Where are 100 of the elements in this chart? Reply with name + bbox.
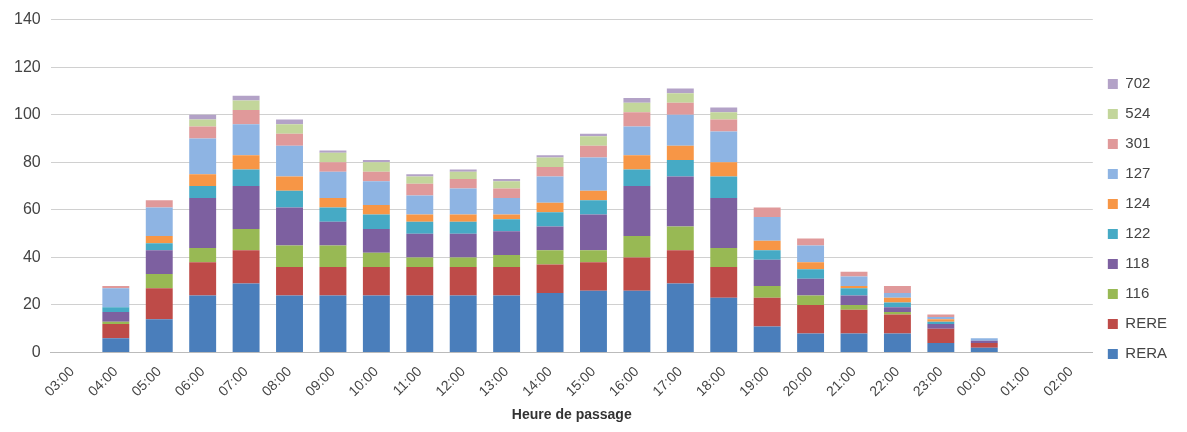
bar [927, 328, 955, 344]
bar [189, 126, 217, 139]
y-tick-label: 20 [22, 295, 41, 313]
bar [883, 297, 911, 303]
bar [319, 152, 347, 163]
bar [319, 295, 347, 353]
bar [493, 266, 521, 296]
bar [623, 236, 651, 258]
bar [666, 93, 694, 103]
bar [536, 176, 564, 203]
bar [319, 150, 347, 153]
bar [710, 131, 738, 163]
bar [927, 324, 955, 329]
bar [580, 214, 607, 251]
bar [406, 266, 434, 296]
legend-label: RERE [1125, 314, 1168, 332]
bar [753, 216, 781, 241]
bar [797, 278, 825, 296]
bar [449, 188, 477, 215]
bar [102, 324, 130, 339]
bar [623, 98, 651, 103]
bar [710, 266, 738, 298]
bar [362, 214, 390, 229]
bar [666, 145, 694, 160]
legend-label: 124 [1125, 194, 1151, 212]
bar [189, 295, 217, 353]
bar [536, 212, 564, 227]
bar [406, 183, 434, 196]
bar [145, 250, 173, 275]
bar [666, 283, 694, 353]
bar [102, 288, 130, 308]
bar [189, 138, 217, 175]
bar [710, 247, 738, 267]
bar [319, 245, 347, 267]
bar [145, 207, 173, 237]
bar [232, 109, 260, 125]
bar [362, 252, 390, 267]
bar [883, 307, 911, 313]
bar [797, 262, 825, 270]
bar [145, 319, 173, 353]
bar [753, 207, 781, 217]
bar [449, 295, 477, 353]
bar [927, 343, 955, 353]
legend-label: RERA [1125, 344, 1168, 362]
bar [580, 262, 607, 291]
bar [145, 236, 173, 244]
bar [883, 333, 911, 353]
bar [102, 312, 130, 322]
bar [232, 124, 260, 156]
bar [449, 178, 477, 189]
bar [449, 257, 477, 267]
x-axis-title: Heure de passage [511, 406, 632, 423]
legend-label: 122 [1125, 224, 1151, 242]
y-tick-label: 80 [22, 152, 41, 170]
bar [362, 228, 390, 253]
bar [753, 297, 781, 327]
bar [449, 214, 477, 222]
bar [189, 262, 217, 296]
bar [189, 247, 217, 263]
bar [710, 297, 738, 353]
y-tick-label: 120 [13, 57, 41, 75]
bar [536, 293, 564, 353]
legend-label: 301 [1125, 134, 1151, 152]
bar [232, 169, 260, 187]
bar [276, 295, 303, 353]
bar [623, 290, 651, 353]
bar [623, 112, 651, 127]
bar [797, 269, 825, 279]
bar [449, 266, 477, 296]
bar [623, 126, 651, 156]
bar [449, 171, 477, 179]
bar [753, 326, 781, 353]
bar [883, 293, 911, 298]
bar [493, 295, 521, 353]
bar [493, 188, 521, 198]
bar [536, 167, 564, 177]
bar [840, 309, 868, 334]
bar [145, 200, 173, 208]
bar [276, 124, 303, 134]
bar [797, 238, 825, 246]
bar [623, 102, 651, 113]
bar [406, 195, 434, 215]
bar [232, 228, 260, 251]
bar [189, 186, 217, 198]
y-tick-label: 60 [22, 200, 41, 218]
bar [493, 181, 521, 189]
bar [710, 119, 738, 132]
bar [580, 157, 607, 191]
bar [580, 250, 607, 263]
bar [232, 155, 260, 170]
legend-label: 118 [1125, 254, 1150, 272]
bar [710, 197, 738, 248]
bar [753, 250, 781, 260]
bar [666, 226, 694, 251]
bar [883, 285, 911, 294]
bar [319, 207, 347, 222]
bar [753, 259, 781, 286]
bar [276, 190, 303, 208]
bar [189, 119, 217, 127]
bar [319, 171, 347, 198]
